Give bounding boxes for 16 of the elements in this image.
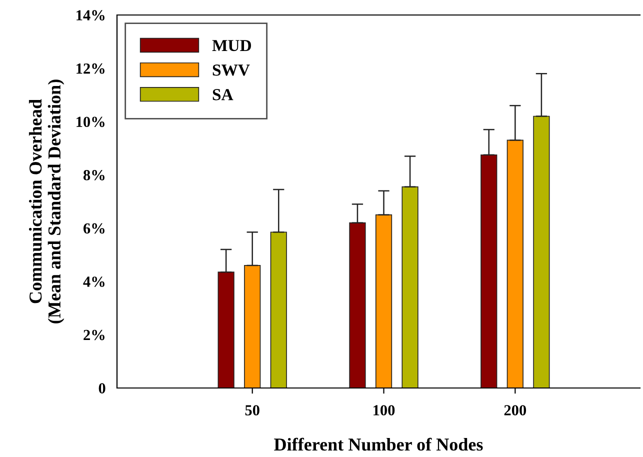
legend-label: SA (212, 89, 234, 100)
legend-label: SWV (212, 64, 250, 76)
y-tick-label: 12% (76, 63, 104, 74)
y-tick-label: 6% (83, 223, 104, 234)
x-tick-label: 100 (374, 405, 395, 416)
y-tick-label: 8% (83, 170, 104, 180)
y-tick-label: 0 (98, 383, 106, 394)
y-tick-label: 10% (76, 116, 104, 128)
x-tick-label: 200 (504, 405, 526, 416)
legend-label: MUD (212, 40, 251, 52)
y-tick-label: 14% (76, 10, 104, 20)
y-tick-label: 4% (83, 276, 104, 287)
x-axis-title: Different Number of Nodes (274, 438, 483, 451)
y-axis-title: Communication Overhead (Mean and Standard Deviation) (28, 80, 64, 324)
x-tick-label: 50 (245, 405, 260, 416)
y-tick-label: 2% (84, 330, 104, 340)
